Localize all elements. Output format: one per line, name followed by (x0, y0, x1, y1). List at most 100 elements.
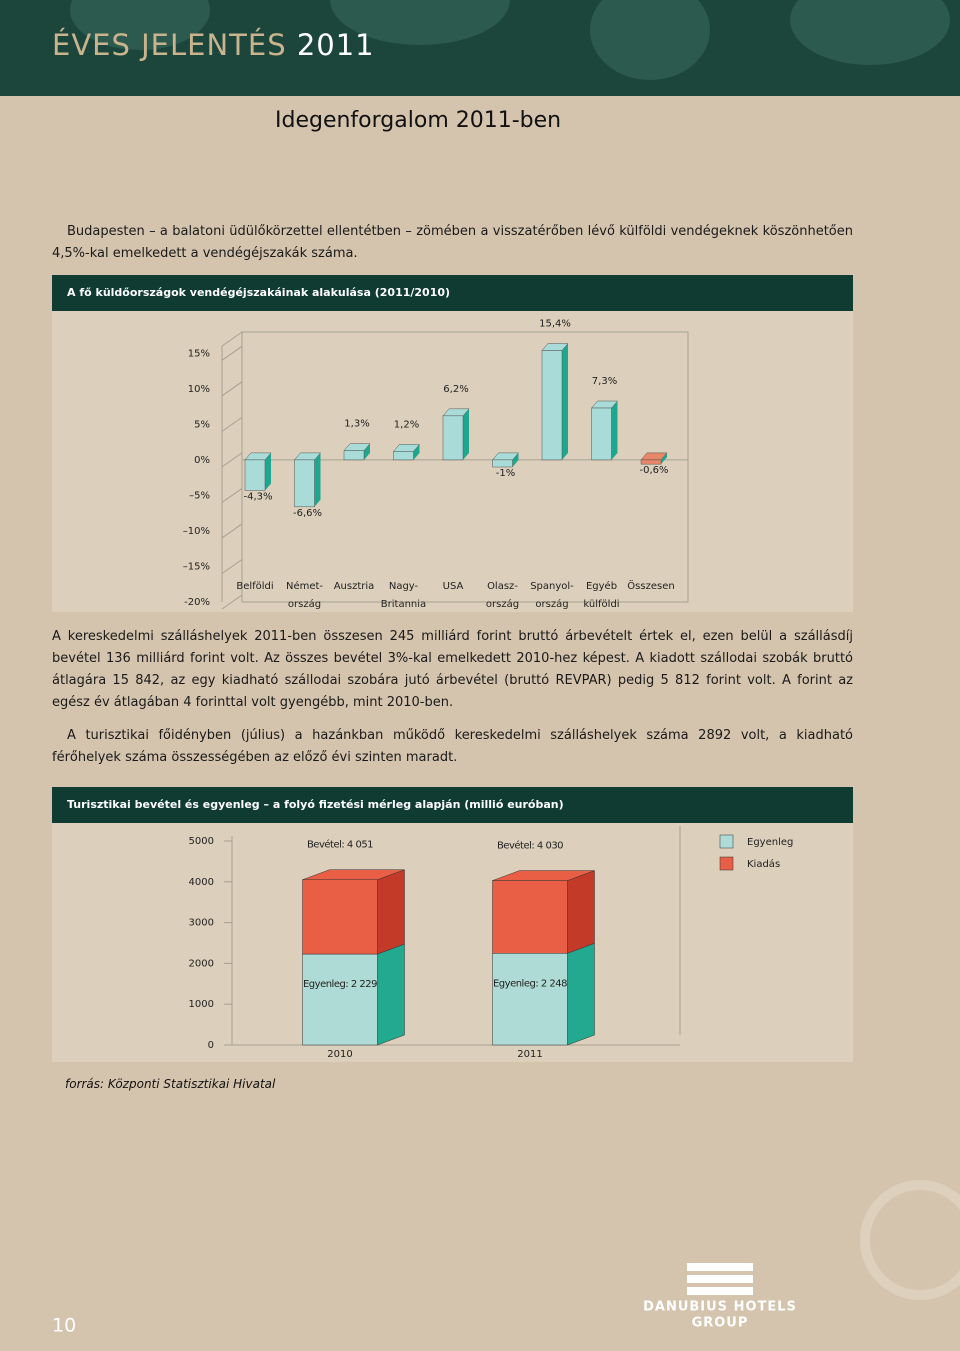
bar-side (265, 452, 271, 491)
tick-mark (221, 559, 243, 574)
x-tick-label: Belföldi (236, 581, 273, 592)
data-label: -6,6% (293, 508, 322, 519)
y-tick-label: 0 (208, 1040, 214, 1051)
bar-side (661, 452, 667, 465)
bar (640, 459, 662, 465)
total-label: Bevétel: 4 051 (307, 839, 373, 851)
chart-box: Turisztikai bevétel és egyenleg – a foly… (52, 787, 853, 1062)
frame-edge (221, 331, 243, 347)
data-label: Egyenleg: 2 229 (303, 979, 377, 990)
header-title: ÉVES JELENTÉS (52, 28, 287, 62)
y-tick-label: –15% (183, 561, 210, 572)
tick-mark (221, 452, 243, 468)
logo-mark (687, 1275, 753, 1283)
bar (541, 350, 563, 461)
chart: 0 1000 2000 3000 4000 5000 Egyenleg: 2 229 Bevé… (189, 826, 793, 1060)
y-tick-label: –5% (189, 490, 210, 501)
tick-mark (221, 345, 243, 361)
ornament (590, 0, 710, 80)
ornament (860, 1180, 960, 1300)
bar (492, 459, 513, 468)
y-tick-label: 0% (194, 455, 210, 466)
total-label: Bevétel: 4 030 (497, 840, 563, 852)
bar-segment (302, 879, 378, 955)
bar-side (512, 452, 519, 467)
x-tick-label: ország (288, 598, 321, 610)
legend-swatch (719, 856, 734, 871)
chart-box: A fő küldőországok vendégéjszakáinak ala… (52, 275, 853, 612)
header-title-row: ÉVES JELENTÉS 2011 (52, 28, 375, 62)
bar-side (562, 343, 568, 460)
paragraph: A turisztikai főidényben (július) a hazá… (52, 728, 853, 765)
header-year: 2011 (296, 28, 375, 62)
x-tick-label: 2011 (517, 1049, 542, 1060)
footer: DANUBIUS HOTELS GROUP 10 (52, 1180, 960, 1337)
y-tick-label: –10% (183, 526, 210, 537)
logo-text: GROUP (692, 1316, 749, 1331)
chart-title: A fő küldőországok vendégéjszakáinak ala… (52, 275, 853, 311)
y-tick-label: 5% (194, 419, 210, 430)
legend-label: Kiadás (747, 858, 780, 870)
y-tick-label: -20% (184, 597, 210, 608)
bar (393, 451, 414, 461)
tick-mark (221, 594, 243, 610)
bar (294, 459, 315, 508)
bar (442, 415, 464, 461)
legend-swatch (719, 834, 734, 849)
logo-mark (687, 1287, 753, 1295)
x-tick-label: Nagy- (389, 581, 419, 592)
x-tick-label: ország (486, 598, 519, 610)
data-label: -1% (496, 468, 515, 479)
bar (343, 450, 365, 461)
source: forrás: Központi Statisztikai Hivatal (65, 1077, 276, 1091)
bar-side (611, 401, 618, 460)
ornament (70, 0, 210, 50)
bar-side (463, 408, 469, 460)
bar (591, 407, 612, 461)
data-label: 15,4% (539, 318, 571, 329)
data-label: 1,2% (394, 419, 419, 430)
section-title: Idegenforgalom 2011-ben (275, 108, 562, 133)
x-tick-label: külföldi (583, 599, 619, 610)
paragraph: Budapesten – a balatoni üdülőkörzettel e… (52, 224, 853, 261)
y-tick-label: 2000 (189, 958, 214, 969)
tick-mark (221, 488, 243, 503)
bar-side (314, 452, 321, 507)
data-label: 6,2% (443, 384, 468, 395)
y-tick-label: 1000 (189, 999, 214, 1010)
bar-top (302, 869, 405, 880)
bar-segment (492, 880, 568, 954)
x-tick-label: Ausztria (334, 581, 375, 592)
ornament (790, 0, 950, 65)
legend-label: Egyenleg (747, 837, 793, 848)
page-number: 10 (52, 1315, 76, 1337)
tick-mark (221, 416, 243, 432)
x-tick-label: Spanyol- (530, 581, 574, 592)
bar-side (377, 869, 405, 955)
x-tick-label: Összesen (627, 579, 674, 592)
x-tick-label: 2010 (327, 1049, 352, 1060)
header-band (0, 0, 960, 96)
bar-side (567, 870, 595, 954)
logo-mark (687, 1263, 753, 1271)
x-tick-label: USA (443, 581, 464, 592)
bar-top (492, 870, 595, 881)
tick-mark (221, 381, 243, 397)
logo-text: DANUBIUS HOTELS (643, 1300, 797, 1315)
x-tick-label: Német- (286, 580, 323, 592)
bar-segment (492, 953, 568, 1046)
data-label: 7,3% (592, 376, 617, 387)
data-label: Egyenleg: 2 248 (493, 978, 567, 989)
ornament (330, 0, 510, 45)
bar-side (364, 443, 370, 460)
data-label: -0,6% (639, 465, 668, 476)
bar-side (377, 943, 405, 1046)
y-tick-label: 5000 (189, 836, 214, 847)
x-tick-label: Britannia (381, 599, 426, 610)
chart-title: Turisztikai bevétel és egyenleg – a foly… (52, 787, 853, 823)
x-tick-label: ország (535, 598, 568, 610)
data-label: 1,3% (344, 419, 369, 430)
chart: 15% 10% 5% 0% –5% –10% –15% -20% -4,3% Belföldi -6… (183, 318, 689, 610)
paragraph: A kereskedelmi szálláshelyek 2011-ben ös… (52, 629, 853, 710)
